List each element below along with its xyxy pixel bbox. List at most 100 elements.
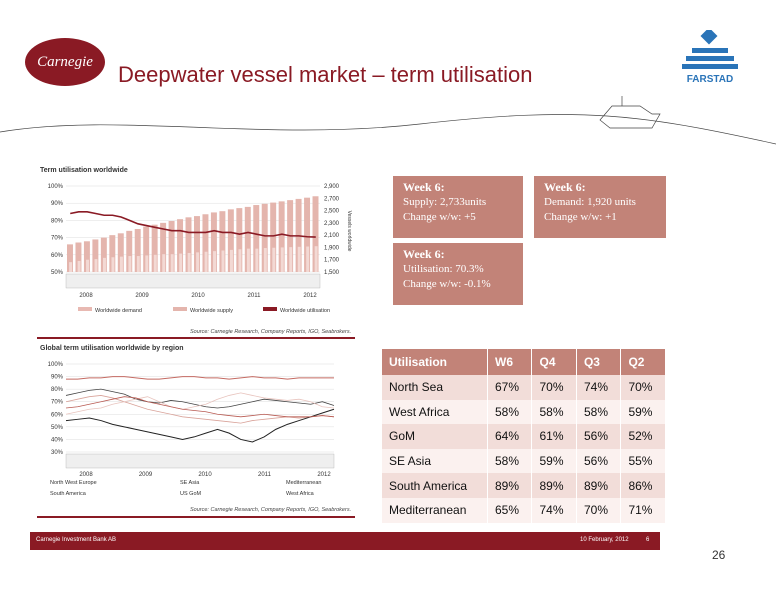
value-cell: 74%	[531, 497, 577, 523]
value-cell: 58%	[487, 448, 533, 474]
value-cell: 64%	[487, 424, 533, 449]
table-header-period: Q2	[620, 349, 666, 375]
demand-box-change: Change w/w: +1	[544, 211, 617, 223]
supply-bar	[168, 221, 175, 272]
x-tick-label: 2009	[139, 472, 153, 478]
demand-box: Week 6: Demand: 1,920 units Change w/w: …	[534, 176, 666, 238]
legend-label: Worldwide demand	[95, 308, 142, 314]
page-title: Deepwater vessel market – term utilisati…	[118, 62, 533, 87]
utilisation-box-head: Week 6:	[403, 247, 445, 261]
x-axis-band	[65, 273, 321, 289]
x-tick-label: 2010	[191, 293, 205, 299]
demand-bar	[187, 252, 191, 272]
footer-page: 6	[646, 537, 650, 543]
value-cell: 56%	[576, 424, 622, 449]
region-cell: South America	[382, 473, 488, 498]
legend-label: US GoM	[180, 491, 202, 497]
chart1-title: Term utilisation worldwide	[40, 167, 128, 174]
x-tick-label: 2012	[317, 472, 331, 478]
value-cell: 89%	[531, 473, 577, 498]
demand-box-head: Week 6:	[544, 180, 586, 194]
supply-box-value: Supply: 2,733units	[403, 196, 487, 208]
demand-bar	[179, 253, 183, 272]
y-tick-label: 30%	[51, 450, 64, 456]
value-cell: 52%	[620, 424, 666, 449]
supply-box-change: Change w/w: +5	[403, 211, 476, 223]
demand-bar	[136, 256, 140, 272]
supply-bar	[219, 211, 226, 272]
supply-bar	[67, 244, 73, 272]
x-axis-band	[65, 453, 335, 469]
demand-bar	[111, 257, 115, 272]
demand-bar	[196, 252, 200, 272]
demand-bar	[86, 259, 90, 272]
y-tick-label: 50%	[51, 425, 64, 431]
supply-box-head: Week 6:	[403, 180, 445, 194]
legend-label: Worldwide utilisation	[280, 308, 330, 314]
legend-swatch	[78, 307, 92, 311]
x-tick-label: 2012	[303, 293, 317, 299]
supply-bar	[185, 217, 192, 272]
utilisation-box-change: Change w/w: -0.1%	[403, 278, 491, 290]
table-header-region: Utilisation	[382, 349, 488, 375]
supply-bar	[202, 214, 209, 272]
region-cell: SE Asia	[382, 448, 488, 474]
demand-bar	[272, 247, 276, 272]
y-right-tick-label: 2,900	[324, 184, 340, 190]
decorative-wave	[0, 96, 776, 145]
legend-label: SE Asia	[180, 480, 200, 486]
y-tick-label: 90%	[51, 201, 64, 207]
y-right-tick-label: 2,500	[324, 209, 340, 215]
table-row: GoM 64% 61% 56% 52%	[382, 424, 666, 449]
demand-bar	[204, 251, 208, 272]
x-tick-label: 2011	[258, 472, 272, 478]
regional-utilisation-chart: 100% 90% 80% 70% 60% 50% 40% 30% 2008 2009 2010 201…	[48, 362, 335, 497]
value-cell: 89%	[487, 473, 533, 498]
y-right-tick-label: 1,500	[324, 270, 340, 276]
y-tick-label: 100%	[48, 362, 64, 368]
footer-bar: Carnegie Investment Bank AB 10 February,…	[30, 532, 660, 550]
supply-bar	[244, 206, 251, 272]
chart1-source: Source: Carnegie Research, Company Repor…	[190, 329, 352, 335]
region-cell: North Sea	[382, 375, 488, 400]
value-cell: 59%	[620, 399, 666, 425]
legend-label: North West Europe	[50, 480, 97, 486]
demand-bar	[69, 262, 73, 272]
supply-bar	[253, 205, 260, 272]
brand-text: FARSTAD	[687, 74, 733, 85]
legend-label: Worldwide supply	[190, 308, 233, 314]
value-cell: 89%	[576, 473, 622, 498]
utilisation-line	[70, 210, 316, 238]
supply-bar	[160, 222, 167, 272]
supply-bar	[194, 216, 200, 272]
supply-bar	[236, 208, 243, 272]
supply-bar	[304, 197, 311, 272]
carnegie-logo: Carnegie	[25, 38, 105, 86]
supply-bar	[177, 219, 184, 272]
value-cell: 71%	[620, 497, 666, 523]
table-row: West Africa 58% 58% 58% 59%	[382, 399, 666, 425]
footer-date: 10 February, 2012	[580, 537, 629, 543]
supply-bar	[278, 201, 285, 272]
page-number: 26	[712, 548, 726, 562]
value-cell: 61%	[531, 424, 577, 449]
legend-swatch	[263, 307, 277, 311]
table-header-row: Utilisation W6 Q4 Q3 Q2	[382, 349, 666, 375]
demand-bar	[255, 248, 259, 272]
value-cell: 55%	[620, 448, 666, 474]
demand-bar	[94, 259, 98, 272]
demand-bar	[280, 247, 284, 272]
demand-bar	[170, 254, 174, 272]
demand-bar	[314, 246, 318, 272]
table-row: SE Asia 58% 59% 56% 55%	[382, 448, 666, 474]
y-tick-label: 60%	[51, 253, 64, 259]
region-cell: GoM	[382, 424, 488, 449]
y-tick-label: 90%	[51, 375, 64, 381]
demand-bar	[221, 250, 225, 272]
value-cell: 70%	[620, 375, 666, 400]
value-cell: 70%	[576, 497, 622, 523]
supply-bar	[92, 239, 99, 272]
supply-bar	[100, 237, 107, 272]
table-header-period: Q4	[531, 349, 577, 375]
region-line	[65, 408, 335, 443]
